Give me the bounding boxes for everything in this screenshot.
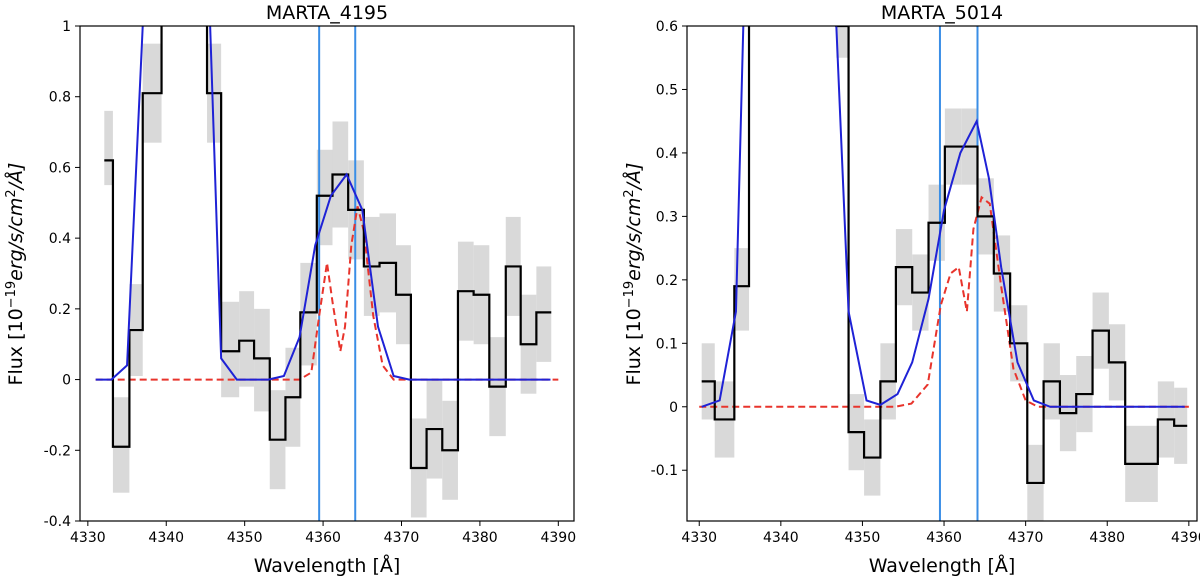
y-tick-label: 0 bbox=[669, 400, 678, 416]
error-band bbox=[536, 266, 552, 362]
y-axis-label-pre: Flux [10 bbox=[623, 308, 645, 385]
x-tick-label: 4330 bbox=[681, 530, 717, 546]
error-bands bbox=[104, 43, 552, 518]
y-tick-label: 0 bbox=[62, 373, 71, 389]
plot-frame bbox=[686, 25, 1198, 522]
x-ticks: 4330 4340 4350 4360 4370 4380 4390 bbox=[681, 521, 1200, 546]
reference-lines bbox=[938, 26, 979, 521]
y-axis-label-exp: −19 bbox=[622, 281, 637, 308]
x-ticks: 4330 4340 4350 4360 4370 4380 4390 bbox=[70, 521, 576, 546]
x-tick-label: 4390 bbox=[1171, 530, 1200, 546]
error-band bbox=[221, 301, 240, 398]
y-axis-label-exp2: 2 bbox=[4, 189, 19, 197]
y-tick-label: -0.2 bbox=[44, 443, 71, 459]
y-tick-label: 1 bbox=[62, 19, 71, 35]
model-total-line bbox=[95, 26, 551, 381]
x-tick-label: 4370 bbox=[1008, 530, 1044, 546]
error-band bbox=[254, 308, 270, 412]
y-tick-label: 0.3 bbox=[656, 209, 678, 225]
plot-frame bbox=[79, 25, 575, 522]
observed-spectrum-step bbox=[701, 26, 1188, 485]
x-tick-label: 4360 bbox=[305, 530, 341, 546]
y-axis-label: Flux [10−19erg/s/cm2/Å] bbox=[622, 163, 645, 386]
error-band bbox=[239, 291, 255, 387]
y-axis-label-exp2: 2 bbox=[622, 189, 637, 197]
model-component-line bbox=[95, 206, 559, 381]
y-axis-label-post: erg/s/cm bbox=[623, 198, 645, 281]
model-total-line bbox=[701, 26, 1185, 408]
y-tick-label: 0.2 bbox=[656, 273, 678, 289]
y-tick-label: 0.5 bbox=[656, 82, 678, 98]
error-band bbox=[316, 149, 333, 246]
model-component-line bbox=[699, 195, 1189, 408]
y-ticks: -0.1 0 0.1 0.2 0.3 0.4 0.5 0.6 bbox=[651, 19, 687, 479]
x-axis-label: Wavelength [Å] bbox=[254, 554, 401, 577]
y-tick-label: 0.1 bbox=[656, 336, 678, 352]
y-tick-label: 0.2 bbox=[49, 302, 71, 318]
y-axis-label-exp: −19 bbox=[4, 281, 19, 308]
y-tick-label: -0.1 bbox=[651, 463, 678, 479]
y-tick-label: 0.8 bbox=[49, 90, 71, 106]
y-axis-label-post: erg/s/cm bbox=[5, 198, 27, 281]
error-band bbox=[836, 26, 849, 58]
x-tick-label: 4330 bbox=[70, 530, 106, 546]
error-band bbox=[112, 397, 130, 493]
x-tick-label: 4340 bbox=[763, 530, 799, 546]
data-series bbox=[95, 26, 559, 470]
y-axis-label-pre: Flux [10 bbox=[5, 308, 27, 385]
y-ticks: -0.4 -0.2 0 0.2 0.4 0.6 0.8 1 bbox=[44, 19, 80, 530]
x-tick-label: 4380 bbox=[1089, 530, 1125, 546]
data-series bbox=[699, 26, 1189, 485]
x-tick-label: 4370 bbox=[384, 530, 420, 546]
panel-title: MARTA_4195 bbox=[266, 2, 388, 24]
panel-marta-4195: MARTA_4195 4330 4340 4350 4360 4370 4380 4390 … bbox=[4, 2, 576, 577]
x-axis-label: Wavelength [Å] bbox=[869, 554, 1016, 577]
y-axis-label: Flux [10−19erg/s/cm2/Å] bbox=[4, 163, 27, 386]
error-band bbox=[104, 110, 113, 186]
x-tick-label: 4340 bbox=[148, 530, 184, 546]
x-tick-label: 4390 bbox=[540, 530, 576, 546]
y-tick-label: 0.6 bbox=[49, 160, 71, 176]
y-tick-label: -0.4 bbox=[44, 514, 71, 530]
y-tick-label: 0.6 bbox=[656, 19, 678, 35]
error-band bbox=[300, 262, 317, 366]
y-tick-label: 0.4 bbox=[656, 146, 678, 162]
observed-spectrum-step bbox=[104, 26, 552, 470]
error-bands bbox=[701, 26, 1188, 521]
x-tick-label: 4360 bbox=[926, 530, 962, 546]
panel-marta-5014: MARTA_5014 4330434043504360437043804390 … bbox=[622, 2, 1200, 577]
x-tick-label: 4380 bbox=[462, 530, 498, 546]
x-tick-label: 4350 bbox=[227, 530, 263, 546]
reference-lines bbox=[318, 26, 357, 521]
y-tick-label: 0.4 bbox=[49, 231, 71, 247]
panel-title: MARTA_5014 bbox=[881, 2, 1003, 24]
y-axis-label-post2: /Å] bbox=[622, 163, 645, 192]
y-axis-label-post2: /Å] bbox=[4, 163, 27, 192]
x-tick-label: 4350 bbox=[845, 530, 881, 546]
